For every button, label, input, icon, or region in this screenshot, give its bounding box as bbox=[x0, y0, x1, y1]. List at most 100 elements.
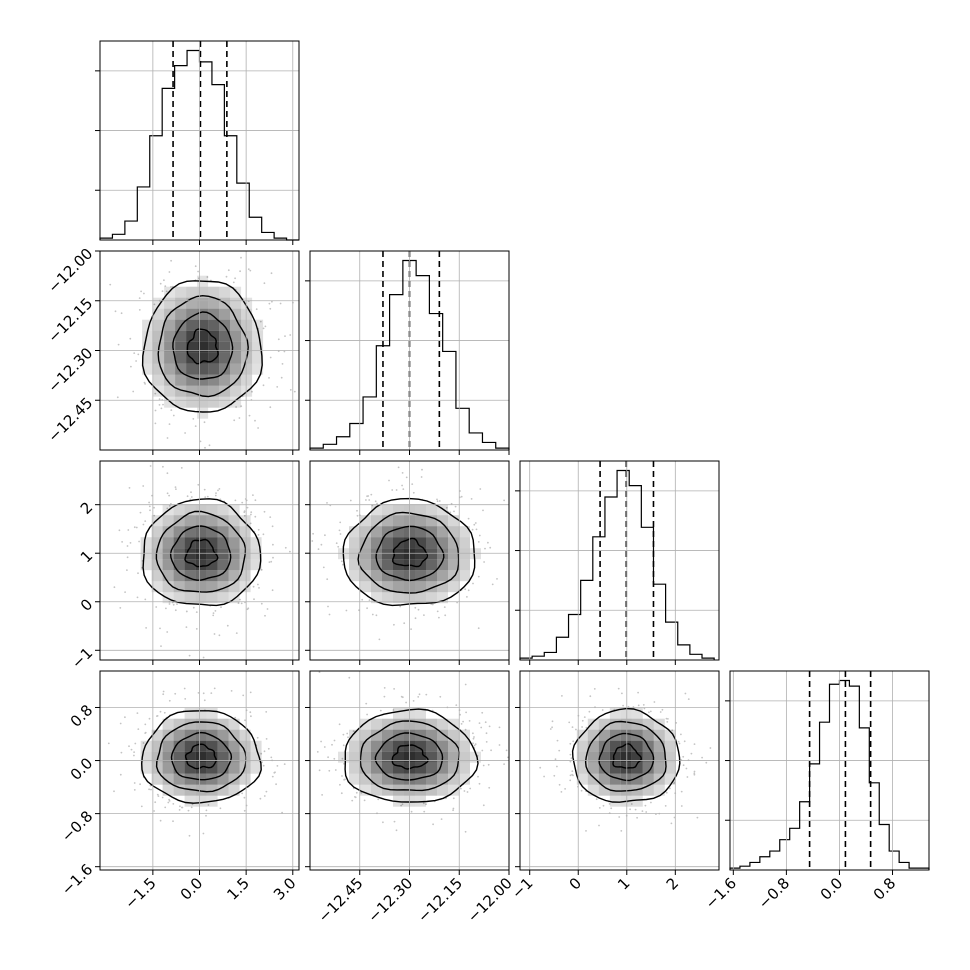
density-cell bbox=[382, 581, 393, 593]
density-panel-2-0 bbox=[113, 465, 291, 659]
density-cell bbox=[208, 341, 220, 353]
density-cell bbox=[164, 374, 176, 386]
scatter-point bbox=[301, 309, 303, 311]
scatter-point bbox=[410, 810, 413, 813]
density-cell bbox=[448, 515, 459, 527]
density-cell bbox=[230, 330, 242, 342]
density-cell bbox=[349, 559, 360, 571]
scatter-point bbox=[608, 803, 611, 805]
contour-line bbox=[598, 732, 655, 782]
density-cell bbox=[184, 570, 196, 582]
density-cell bbox=[426, 718, 437, 730]
scatter-point bbox=[161, 290, 164, 293]
x-tick-label: 3.0 bbox=[270, 874, 300, 904]
scatter-point bbox=[341, 757, 344, 760]
scatter-point bbox=[439, 695, 442, 698]
scatter-point bbox=[273, 771, 276, 774]
scatter-point bbox=[270, 560, 273, 563]
density-cell bbox=[371, 515, 382, 527]
density-cell bbox=[349, 751, 360, 763]
scatter-point bbox=[160, 645, 162, 647]
scatter-point bbox=[202, 832, 205, 835]
density-cell bbox=[228, 548, 240, 560]
scatter-point bbox=[454, 505, 457, 508]
panel-content bbox=[109, 256, 303, 449]
density-cell bbox=[382, 740, 393, 752]
density-cell bbox=[208, 297, 220, 309]
scatter-point bbox=[467, 517, 470, 520]
scatter-point bbox=[661, 708, 664, 711]
density-cell bbox=[393, 570, 404, 582]
contour-line bbox=[142, 498, 262, 607]
scatter-point bbox=[337, 545, 340, 548]
density-cell bbox=[206, 504, 218, 516]
scatter-point bbox=[393, 623, 395, 626]
scatter-point bbox=[693, 773, 696, 776]
scatter-point bbox=[507, 756, 509, 759]
x-tick-label: −12.15 bbox=[414, 874, 466, 926]
density-cell bbox=[175, 341, 187, 353]
density-cell bbox=[230, 374, 242, 386]
density-cell bbox=[151, 570, 163, 582]
scatter-point bbox=[243, 510, 246, 513]
scatter-point bbox=[339, 521, 342, 524]
scatter-point bbox=[162, 693, 165, 696]
density-cell bbox=[173, 581, 185, 593]
density-cell bbox=[459, 548, 470, 560]
scatter-point bbox=[338, 529, 341, 532]
density-cell bbox=[371, 718, 382, 730]
density-cell bbox=[576, 740, 588, 752]
contour-line bbox=[169, 525, 232, 581]
density-cell bbox=[609, 773, 621, 785]
scatter-point bbox=[402, 488, 405, 490]
scatter-point bbox=[595, 798, 598, 801]
scatter-point bbox=[133, 751, 136, 753]
density-cell bbox=[393, 515, 404, 527]
scatter-point bbox=[551, 726, 553, 729]
density-cell bbox=[382, 784, 393, 796]
scatter-point bbox=[135, 360, 138, 362]
scatter-point bbox=[464, 588, 467, 591]
density-cell bbox=[206, 559, 218, 571]
scatter-point bbox=[217, 489, 219, 492]
density-cell bbox=[653, 784, 665, 796]
scatter-point bbox=[571, 726, 574, 728]
density-cell bbox=[162, 515, 174, 527]
density-cell bbox=[338, 751, 349, 763]
density-cell bbox=[252, 363, 264, 375]
density-cell bbox=[653, 729, 665, 741]
y-tick-label: 2 bbox=[77, 498, 96, 517]
density-cell bbox=[219, 330, 231, 342]
scatter-point bbox=[165, 607, 167, 610]
axis-ticks bbox=[529, 461, 676, 665]
density-cell bbox=[217, 570, 229, 582]
contour-line bbox=[157, 294, 249, 398]
density-cell bbox=[142, 330, 154, 342]
scatter-point bbox=[365, 499, 367, 501]
density-cell bbox=[459, 537, 470, 549]
density-cell bbox=[153, 308, 165, 320]
scatter-point bbox=[383, 687, 386, 689]
density-frame bbox=[99, 460, 300, 661]
scatter-point bbox=[172, 603, 175, 606]
scatter-point bbox=[271, 775, 274, 778]
scatter-point bbox=[133, 352, 136, 354]
density-cell bbox=[164, 352, 176, 364]
scatter-point bbox=[162, 403, 164, 406]
density-cell bbox=[426, 559, 437, 571]
scatter-point bbox=[153, 303, 156, 306]
scatter-point bbox=[482, 764, 485, 767]
density-cell bbox=[195, 504, 207, 516]
scatter-point bbox=[503, 499, 505, 502]
density-cell bbox=[371, 592, 382, 604]
scatter-point bbox=[680, 805, 683, 807]
scatter-point bbox=[680, 733, 682, 736]
scatter-point bbox=[470, 498, 473, 500]
density-cell bbox=[140, 762, 152, 774]
contour-line bbox=[342, 497, 476, 607]
scatter-point bbox=[545, 542, 547, 544]
scatter-point bbox=[163, 279, 165, 282]
scatter-point bbox=[543, 775, 545, 778]
scatter-point bbox=[514, 733, 516, 735]
scatter-point bbox=[421, 468, 423, 471]
